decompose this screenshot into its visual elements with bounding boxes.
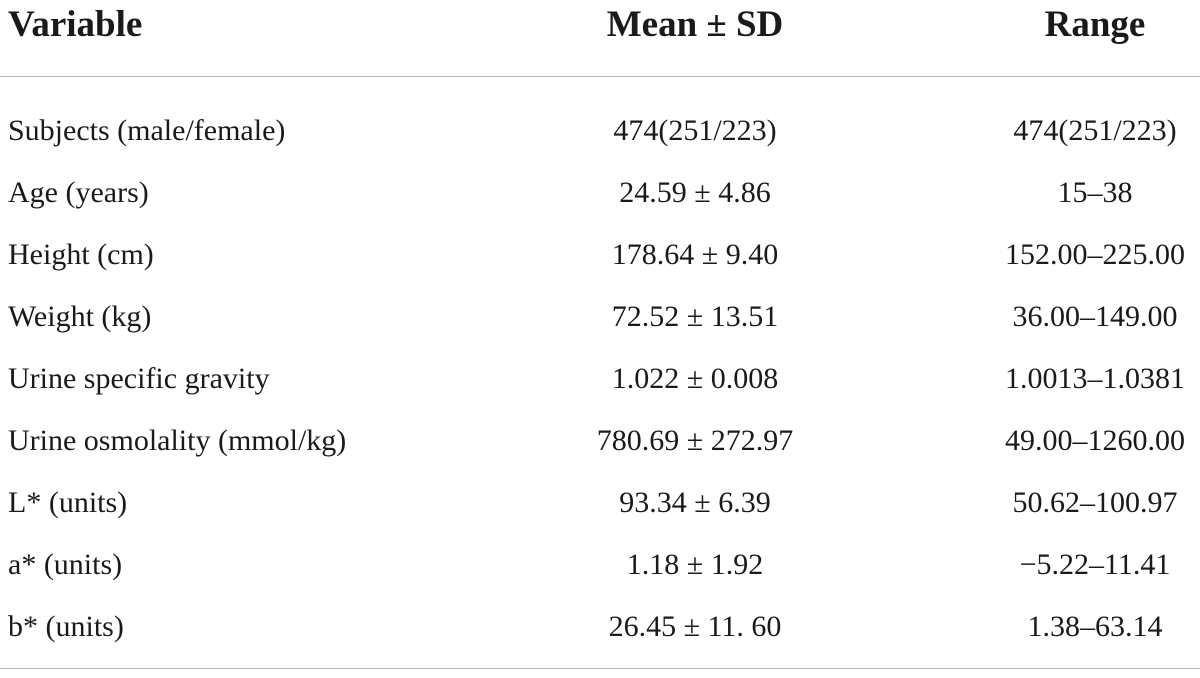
row-mean-sd: 178.64 ± 9.40: [611, 238, 779, 271]
row-mean-sd: 72.52 ± 13.51: [611, 300, 779, 333]
row-range: 50.62–100.97: [1012, 486, 1178, 519]
row-range: 152.00–225.00: [1005, 238, 1185, 271]
header-variable: Variable: [8, 4, 143, 45]
row-variable: Height (cm): [8, 238, 154, 271]
row-range: −5.22–11.41: [1019, 548, 1171, 581]
row-mean-sd: 26.45 ± 11. 60: [608, 610, 782, 643]
row-range: 474(251/223): [1013, 114, 1177, 147]
table-row: Urine specific gravity 1.022 ± 0.008 1.0…: [0, 348, 1200, 410]
row-mean-sd: 780.69 ± 272.97: [596, 424, 794, 457]
row-mean-sd: 1.18 ± 1.92: [626, 548, 764, 581]
row-mean-sd: 1.022 ± 0.008: [611, 362, 779, 395]
row-variable: L* (units): [8, 486, 128, 519]
row-variable: Subjects (male/female): [8, 114, 286, 147]
row-variable: a* (units): [8, 548, 123, 581]
header-mean-sd: Mean ± SD: [606, 4, 784, 45]
table-row: Age (years) 24.59 ± 4.86 15–38: [0, 162, 1200, 224]
row-range: 36.00–149.00: [1012, 300, 1178, 333]
row-range: 49.00–1260.00: [1005, 424, 1185, 457]
row-variable: Age (years): [8, 176, 149, 209]
table-row: Urine osmolality (mmol/kg) 780.69 ± 272.…: [0, 410, 1200, 472]
table-row: Height (cm) 178.64 ± 9.40 152.00–225.00: [0, 224, 1200, 286]
table-row: Weight (kg) 72.52 ± 13.51 36.00–149.00: [0, 286, 1200, 348]
row-variable: Urine osmolality (mmol/kg): [8, 424, 347, 457]
row-variable: Urine specific gravity: [8, 362, 270, 395]
table-row: b* (units) 26.45 ± 11. 60 1.38–63.14: [0, 596, 1200, 658]
row-variable: b* (units): [8, 610, 124, 643]
row-mean-sd: 24.59 ± 4.86: [619, 176, 771, 209]
row-range: 15–38: [1057, 176, 1133, 209]
footer-rule: [0, 668, 1200, 669]
row-variable: Weight (kg): [8, 300, 152, 333]
header-rule: [0, 76, 1200, 77]
table-row: L* (units) 93.34 ± 6.39 50.62–100.97: [0, 472, 1200, 534]
row-range: 1.38–63.14: [1027, 610, 1163, 643]
row-range: 1.0013–1.0381: [1005, 362, 1185, 395]
table-row: Subjects (male/female) 474(251/223) 474(…: [0, 100, 1200, 162]
header-range: Range: [1044, 4, 1146, 45]
row-mean-sd: 474(251/223): [613, 114, 777, 147]
table-row: a* (units) 1.18 ± 1.92 −5.22–11.41: [0, 534, 1200, 596]
table-header-row: Variable Mean ± SD Range: [0, 0, 1200, 56]
row-mean-sd: 93.34 ± 6.39: [619, 486, 771, 519]
